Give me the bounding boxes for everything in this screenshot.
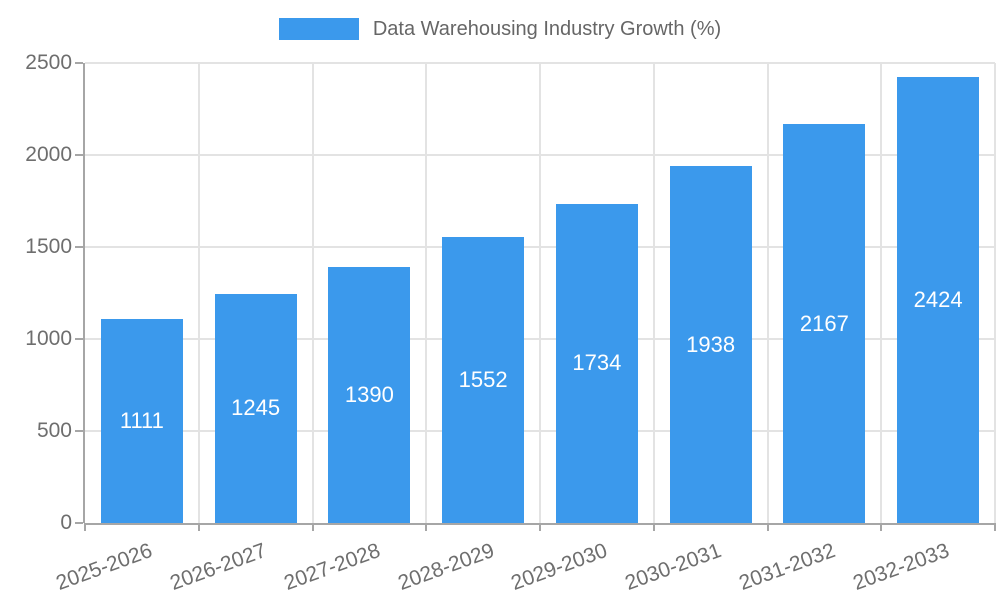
bar-value-label: 1552 [458, 367, 508, 393]
gridline-vertical [994, 63, 996, 523]
chart-legend[interactable]: Data Warehousing Industry Growth (%) [0, 14, 1000, 44]
bar[interactable]: 1111 [100, 318, 183, 523]
gridline-vertical [880, 63, 883, 523]
x-axis-tick [539, 523, 541, 531]
y-axis-tick-label: 0 [60, 511, 72, 534]
gridline-vertical [311, 63, 314, 523]
x-axis-tick [766, 523, 769, 531]
bar[interactable]: 1390 [328, 267, 411, 523]
x-axis-tick [880, 523, 883, 531]
x-axis-tick [197, 523, 200, 531]
legend-swatch[interactable] [278, 18, 359, 40]
bar-value-label: 2167 [799, 310, 849, 336]
x-axis-tick [652, 523, 655, 531]
y-axis-tick [75, 246, 83, 248]
y-axis-labels: 0 500 1000 1500 2000 2500 [0, 51, 72, 534]
y-axis-tick [75, 62, 83, 64]
x-axis-tick-label: 2030-2031 [622, 539, 725, 595]
y-axis-line [83, 63, 85, 523]
bar-value-label: 1111 [119, 407, 164, 433]
bar-value-label: 1390 [344, 382, 394, 408]
x-axis-tick-label: 2029-2030 [508, 539, 611, 595]
bar-value-label: 1245 [231, 395, 281, 421]
bar-value-label: 2424 [913, 286, 963, 312]
bar-value-label: 1734 [572, 350, 622, 376]
y-axis-tick-label: 1500 [25, 235, 72, 258]
y-axis-tick-label: 2500 [25, 51, 72, 74]
x-axis-tick [425, 523, 428, 531]
bar-value-label: 1938 [686, 331, 736, 357]
y-axis-tick [75, 430, 83, 432]
y-axis-tick [75, 522, 83, 524]
x-axis-tick-label: 2031-2032 [735, 539, 839, 595]
gridline-vertical [197, 63, 200, 523]
bar[interactable]: 1938 [669, 166, 752, 523]
gridline-vertical [766, 63, 769, 523]
x-axis-tick-label: 2025-2026 [53, 539, 156, 595]
gridline-vertical [425, 63, 428, 523]
bar[interactable]: 1245 [214, 293, 297, 523]
x-axis-tick [994, 523, 996, 531]
x-axis-tick [311, 523, 314, 531]
x-axis-tick-label: 2027-2028 [280, 539, 384, 595]
x-axis-tick-label: 2026-2027 [167, 539, 270, 595]
bar[interactable]: 1552 [442, 237, 525, 523]
y-axis-tick-label: 500 [36, 419, 72, 442]
gridline-vertical [652, 63, 655, 523]
x-axis-labels: 2025-2026 2026-2027 2027-2028 2028-2029 2029… [53, 523, 995, 600]
x-axis-tick-label: 2032-2033 [849, 539, 952, 595]
y-axis-tick-label: 2000 [25, 143, 72, 166]
bar[interactable]: 1734 [555, 203, 638, 523]
gridline-vertical [539, 63, 541, 523]
y-axis-tick [75, 154, 83, 156]
plot-area: 1111 1245 1390 1552 1734 1938 2167 2424 [75, 62, 996, 531]
x-axis-tick-label: 2028-2029 [394, 539, 497, 595]
y-axis-tick [75, 338, 83, 340]
legend-label: Data Warehousing Industry Growth (%) [372, 17, 722, 40]
x-axis-tick [84, 523, 86, 531]
y-axis-tick-label: 1000 [25, 327, 72, 350]
bar[interactable]: 2424 [897, 76, 980, 523]
bar[interactable]: 2167 [783, 124, 866, 523]
